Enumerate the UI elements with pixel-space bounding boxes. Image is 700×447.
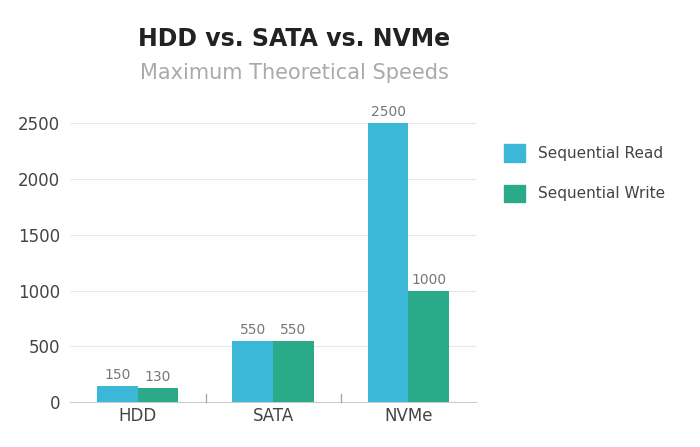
- Text: 130: 130: [145, 370, 172, 384]
- Bar: [408, 291, 449, 402]
- Text: Maximum Theoretical Speeds: Maximum Theoretical Speeds: [139, 63, 449, 83]
- Text: 550: 550: [239, 323, 266, 337]
- Bar: [97, 385, 138, 402]
- Text: 150: 150: [104, 367, 131, 382]
- Text: 1000: 1000: [411, 273, 446, 287]
- Bar: [273, 341, 314, 402]
- Text: 550: 550: [280, 323, 307, 337]
- Bar: [138, 388, 178, 402]
- Text: HDD vs. SATA vs. NVMe: HDD vs. SATA vs. NVMe: [138, 27, 450, 51]
- Legend: Sequential Read, Sequential Write: Sequential Read, Sequential Write: [504, 144, 665, 202]
- Bar: [368, 123, 408, 402]
- Bar: [232, 341, 273, 402]
- Text: 2500: 2500: [370, 105, 405, 119]
